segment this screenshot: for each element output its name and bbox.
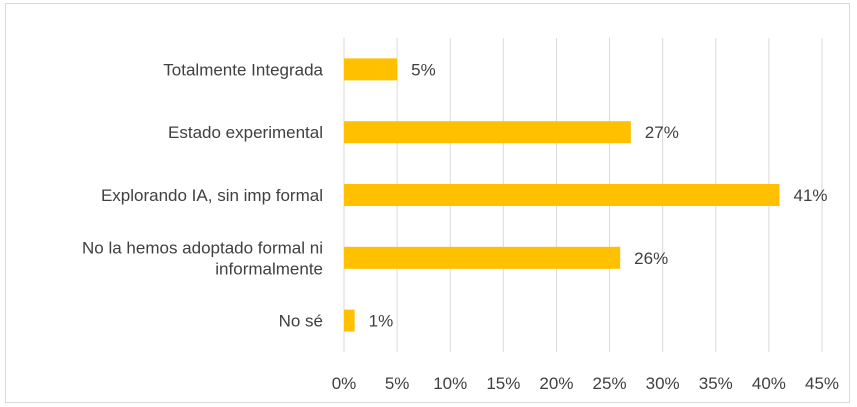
bars [344,58,780,332]
category-label: Explorando IA, sin imp formal [101,186,323,205]
bar [344,121,631,144]
data-label: 26% [634,249,668,268]
bar [344,58,398,81]
category-label: Estado experimental [168,123,323,142]
x-tick-label: 0% [332,374,357,393]
bar [344,184,780,206]
data-labels: 5% 27% 41% 26% 1% [369,60,828,330]
data-label: 27% [645,123,679,142]
bar [344,309,355,332]
category-label: Totalmente Integrada [163,60,323,79]
x-tick-label: 25% [593,374,627,393]
data-label: 5% [411,60,436,79]
x-tick-label: 10% [433,374,467,393]
x-tick-label: 30% [646,374,680,393]
x-tick-label: 15% [486,374,520,393]
category-label: No sé [279,312,323,331]
x-tick-label: 20% [539,374,573,393]
x-tick-label: 45% [805,374,839,393]
x-tick-label: 5% [385,374,410,393]
data-label: 1% [369,312,394,331]
category-labels: Totalmente Integrada Estado experimental E… [82,60,324,330]
x-axis-ticks: 0% 5% 10% 15% 20% 25% 30% 35% 40% 45% [332,374,839,393]
bar [344,246,621,269]
x-tick-label: 40% [752,374,786,393]
x-tick-label: 35% [699,374,733,393]
data-label: 41% [794,186,828,205]
category-label: No la hemos adoptado formal ni informalme… [82,238,323,278]
